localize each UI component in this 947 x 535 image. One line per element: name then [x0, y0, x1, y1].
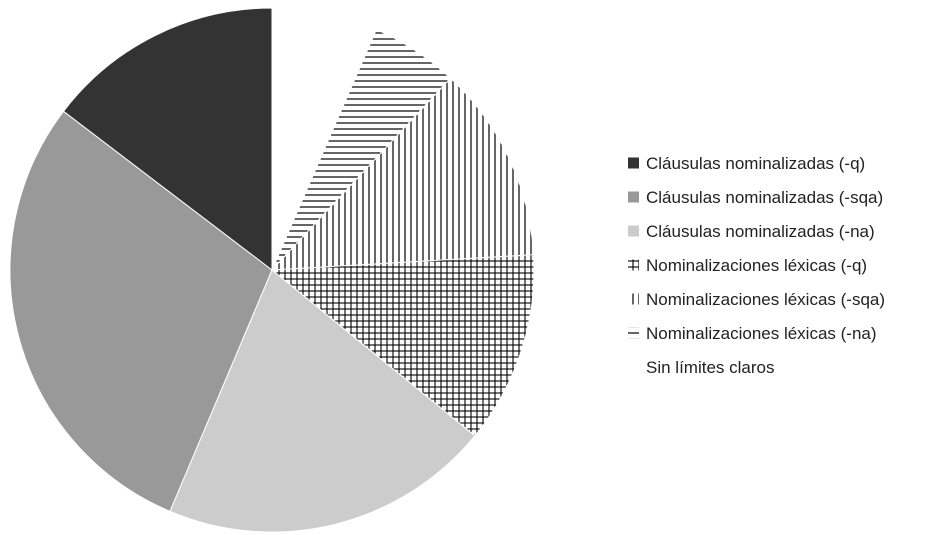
legend-label: Nominalizaciones léxicas (-na) [646, 324, 877, 343]
legend-label: Nominalizaciones léxicas (-q) [646, 256, 867, 275]
pie-slice-nominalizaciones-lexicas-sqa [270, 77, 535, 271]
legend-label: Sin límites claros [646, 358, 774, 377]
legend-item-clausulas-nominalizadas-sqa: Cláusulas nominalizadas (-sqa) [628, 188, 883, 207]
legend-marker-nominalizaciones-lexicas-q [628, 259, 639, 271]
legend-label: Nominalizaciones léxicas (-sqa) [646, 290, 885, 309]
pie-slice-clausulas-nominalizadas-na [169, 269, 476, 533]
legend-item-clausulas-nominalizadas-na: Cláusulas nominalizadas (-na) [628, 222, 875, 241]
legend-item-nominalizaciones-lexicas-sqa: Nominalizaciones léxicas (-sqa) [628, 290, 885, 309]
legend-label: Cláusulas nominalizadas (-na) [646, 222, 875, 241]
pie-slice-nominalizaciones-lexicas-q [270, 254, 535, 437]
pie-slice-clausulas-nominalizadas-q [62, 7, 273, 272]
legend-marker-clausulas-nominalizadas-q [628, 157, 639, 169]
chart-legend: Cláusulas nominalizadas (-q) Cláusulas no… [628, 154, 885, 377]
pie-slices [9, 7, 535, 533]
legend-item-nominalizaciones-lexicas-q: Nominalizaciones léxicas (-q) [628, 256, 867, 275]
legend-item-nominalizaciones-lexicas-na: Nominalizaciones léxicas (-na) [628, 324, 877, 343]
legend-marker-clausulas-nominalizadas-sqa [628, 191, 639, 203]
legend-marker-nominalizaciones-lexicas-na [628, 327, 639, 339]
pie-slice-clausulas-nominalizadas-sqa [9, 110, 273, 512]
legend-item-clausulas-nominalizadas-q: Cláusulas nominalizadas (-q) [628, 154, 865, 173]
legend-marker-clausulas-nominalizadas-na [628, 225, 639, 237]
legend-item-sin-limites-claros: Sin límites claros [646, 358, 774, 377]
legend-label: Cláusulas nominalizadas (-sqa) [646, 188, 883, 207]
legend-label: Cláusulas nominalizadas (-q) [646, 154, 865, 173]
legend-marker-nominalizaciones-lexicas-sqa [628, 293, 639, 305]
